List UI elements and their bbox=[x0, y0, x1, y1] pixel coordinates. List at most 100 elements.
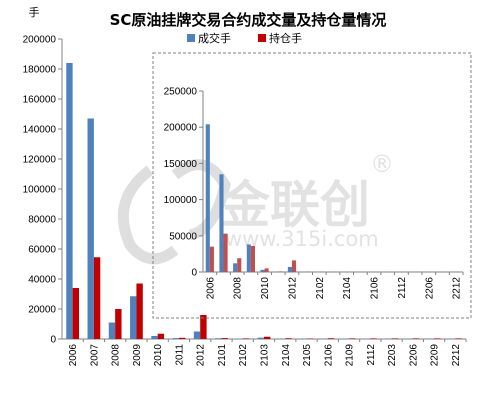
inset-y-tick-label: 250000 bbox=[164, 87, 198, 98]
inset-y-tick-label: 200000 bbox=[164, 123, 198, 134]
outer-x-tick-label: 2106 bbox=[323, 344, 334, 367]
inset-bar-volume bbox=[287, 266, 292, 272]
outer-bar-open-interest bbox=[370, 338, 377, 339]
outer-x-tick-label: 2206 bbox=[408, 344, 419, 367]
outer-x-tick-label: 2008 bbox=[111, 344, 122, 367]
outer-bar-volume bbox=[215, 338, 222, 339]
outer-x-tick-label: 2102 bbox=[238, 344, 249, 367]
outer-bar-open-interest bbox=[327, 338, 335, 339]
inset-bar-volume bbox=[219, 174, 224, 272]
outer-x-tick-label: 2209 bbox=[430, 344, 441, 367]
outer-y-tick-label: 120000 bbox=[23, 155, 57, 166]
inset-x-tick-label: 2008 bbox=[233, 277, 244, 300]
outer-bar-volume bbox=[172, 338, 179, 339]
outer-x-tick-label: 2105 bbox=[302, 344, 313, 367]
outer-bar-open-interest bbox=[221, 338, 228, 339]
outer-bar-volume bbox=[257, 337, 264, 339]
outer-bar-open-interest bbox=[285, 338, 292, 339]
outer-bar-volume bbox=[193, 331, 201, 339]
outer-x-tick-label: 2006 bbox=[68, 344, 79, 367]
outer-bar-volume bbox=[66, 63, 73, 339]
inset-x-tick-label: 2006 bbox=[205, 277, 216, 300]
outer-x-tick-label: 2009 bbox=[132, 344, 143, 367]
main-y-ticks: 0 20000 40000 60000 80000 100000 120000 140000 1… bbox=[23, 35, 62, 346]
inset-bar-open-interest bbox=[250, 245, 255, 272]
outer-bar-open-interest bbox=[93, 257, 101, 339]
inset-bar-volume bbox=[233, 263, 238, 272]
main-x-ticks: 2006 2007 2008 2009 2010 2011 2012 2101 2102 2103… bbox=[68, 339, 467, 367]
outer-bar-open-interest bbox=[178, 337, 186, 339]
inset-bar-volume bbox=[246, 244, 251, 272]
outer-x-tick-label: 2104 bbox=[281, 344, 292, 367]
outer-bar-open-interest bbox=[264, 336, 271, 339]
outer-bar-open-interest bbox=[115, 309, 122, 339]
outer-x-tick-label: 2010 bbox=[153, 344, 164, 367]
outer-bar-volume bbox=[87, 118, 94, 339]
outer-bar-open-interest bbox=[242, 338, 250, 339]
outer-y-tick-label: 140000 bbox=[23, 125, 57, 136]
inset-x-tick-label: 2012 bbox=[287, 277, 298, 300]
inset-y-tick-label: 150000 bbox=[164, 159, 198, 170]
inset-bar-open-interest bbox=[223, 233, 228, 272]
outer-bar-open-interest bbox=[349, 338, 356, 339]
inset-bar-volume bbox=[260, 269, 265, 272]
outer-x-tick-label: 2101 bbox=[217, 344, 228, 367]
outer-x-tick-label: 2012 bbox=[196, 344, 207, 367]
inset-bar-open-interest bbox=[278, 271, 283, 272]
inset-x-tick-label: 2206 bbox=[424, 277, 435, 300]
outer-x-tick-label: 2203 bbox=[387, 344, 398, 367]
outer-y-tick-label: 200000 bbox=[23, 35, 57, 46]
chart-title: SC原油挂牌交易合约成交量及持仓量情况 bbox=[110, 11, 387, 29]
inset-x-ticks: 2006 2008 2010 2012 2102 2104 2106 2112 2206 2212 bbox=[205, 272, 464, 300]
watermark-brand: 金联创 bbox=[220, 176, 370, 234]
outer-x-tick-label: 2109 bbox=[345, 344, 356, 367]
outer-x-tick-label: 2103 bbox=[260, 344, 271, 367]
inset-x-tick-label: 2106 bbox=[370, 277, 381, 300]
legend-label-open-interest: 持仓手 bbox=[269, 31, 302, 45]
inset-y-tick-label: 100000 bbox=[164, 195, 198, 206]
outer-bar-open-interest bbox=[136, 283, 143, 339]
legend-swatch-volume bbox=[187, 34, 195, 42]
outer-x-tick-label: 2007 bbox=[89, 344, 100, 367]
outer-bar-open-interest bbox=[157, 333, 165, 339]
watermark: 金联创 ® www.315i.com bbox=[117, 150, 394, 265]
y-axis-unit: 手 bbox=[29, 5, 40, 19]
outer-x-tick-label: 2011 bbox=[174, 344, 185, 366]
inset-bars bbox=[205, 124, 461, 272]
outer-y-tick-label: 180000 bbox=[23, 65, 57, 76]
outer-bar-open-interest bbox=[72, 288, 80, 339]
outer-bar-open-interest bbox=[200, 315, 207, 339]
outer-bar-open-interest bbox=[412, 338, 420, 339]
outer-y-tick-label: 100000 bbox=[23, 185, 57, 196]
inset-x-tick-label: 2104 bbox=[342, 277, 353, 300]
inset-bar-open-interest bbox=[237, 258, 242, 272]
outer-y-tick-label: 160000 bbox=[23, 95, 57, 106]
outer-y-tick-label: 20000 bbox=[28, 305, 56, 316]
inset-bar-open-interest bbox=[209, 246, 214, 272]
outer-y-tick-label: 60000 bbox=[28, 245, 56, 256]
inset-y-tick-label: 50000 bbox=[169, 231, 197, 242]
outer-bar-volume bbox=[108, 322, 116, 339]
inset-y-ticks: 0 50000 100000 150000 200000 250000 bbox=[164, 87, 203, 279]
legend-label-volume: 成交手 bbox=[198, 31, 231, 45]
outer-bar-open-interest bbox=[391, 338, 398, 339]
outer-y-tick-label: 0 bbox=[50, 335, 56, 346]
outer-bar-open-interest bbox=[455, 338, 462, 339]
watermark-mark: ® bbox=[370, 150, 394, 178]
outer-bar-volume bbox=[130, 296, 137, 339]
outer-x-tick-label: 2212 bbox=[451, 344, 462, 367]
main-bars bbox=[66, 63, 462, 339]
inset-x-tick-label: 2102 bbox=[315, 277, 326, 300]
outer-y-tick-label: 40000 bbox=[28, 275, 56, 286]
inset-y-tick-label: 0 bbox=[191, 268, 197, 279]
outer-bar-volume bbox=[151, 336, 158, 339]
inset-bar-volume bbox=[205, 124, 210, 272]
outer-bar-open-interest bbox=[434, 338, 441, 339]
inset-frame bbox=[152, 52, 472, 319]
legend-swatch-open-interest bbox=[258, 34, 266, 42]
outer-x-tick-label: 2112 bbox=[366, 344, 377, 366]
inset-x-tick-label: 2010 bbox=[260, 277, 271, 300]
inset-bar-open-interest bbox=[291, 260, 297, 272]
inset-bar-open-interest bbox=[264, 268, 269, 272]
